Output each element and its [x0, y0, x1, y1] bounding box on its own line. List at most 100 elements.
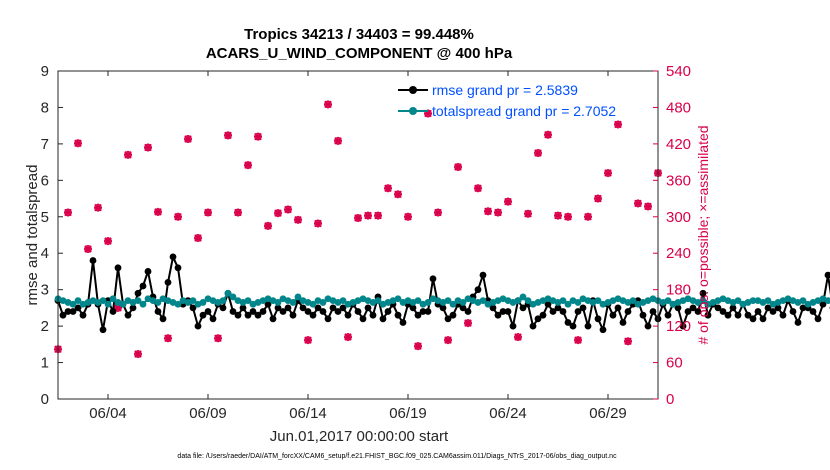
rmse-point: [329, 304, 337, 312]
y-right-tick-label: 180: [666, 282, 691, 299]
rmse-point: [479, 271, 487, 279]
rmse-point: [714, 304, 722, 312]
totalspread-point: [824, 297, 830, 304]
rmse-point: [809, 308, 817, 315]
rmse-point: [269, 315, 277, 323]
rmse-point: [319, 308, 327, 315]
rmse-point: [74, 304, 82, 312]
rmse-point: [99, 326, 107, 334]
rmse-point: [239, 304, 247, 312]
totalspread-point: [109, 295, 117, 303]
rmse-point: [689, 304, 697, 312]
obs-assimilated-point: [494, 208, 502, 217]
rmse-point: [749, 315, 757, 323]
totalspread-point: [374, 297, 382, 304]
legend: rmse grand pr = 2.5839 totalspread grand…: [398, 82, 616, 119]
totalspread-point: [199, 299, 207, 306]
obs-assimilated-point: [84, 244, 92, 253]
y-axis-left-label: rmse and totalspread: [24, 165, 41, 306]
obs-assimilated-point: [464, 319, 472, 328]
obs-assimilated-point: [294, 215, 302, 224]
obs-assimilated-point: [214, 334, 222, 343]
rmse-point: [164, 278, 172, 286]
totalspread-point: [564, 300, 572, 308]
totalspread-point: [104, 300, 112, 308]
obs-assimilated-point: [624, 337, 632, 346]
rmse-point: [69, 308, 77, 315]
totalspread-point: [449, 300, 457, 308]
rmse-point: [724, 311, 732, 319]
y-left-tick-label: 1: [41, 355, 49, 372]
totalspread-point: [764, 297, 772, 304]
totalspread-point: [69, 300, 77, 308]
obs-assimilated-point: [274, 209, 282, 218]
x-axis: 06/04 06/09 06/14 06/19 06/24 06/29: [89, 71, 627, 422]
x-tick-label: 06/24: [489, 405, 527, 422]
rmse-point: [394, 311, 402, 319]
obs-assimilated-point: [544, 130, 552, 139]
totalspread-point: [749, 297, 757, 304]
totalspread-point: [524, 297, 532, 304]
rmse-point: [444, 315, 452, 323]
obs-assimilated-point: [584, 212, 592, 221]
rmse-point: [819, 300, 827, 308]
obs-assimilated-point: [514, 333, 522, 342]
y-right-tick-label: 0: [666, 391, 674, 408]
obs-assimilated-point: [614, 120, 622, 129]
y-left-tick-label: 7: [41, 136, 49, 153]
totalspread-point: [699, 297, 707, 304]
rmse-point: [129, 304, 137, 312]
rmse-point: [509, 322, 517, 330]
rmse-point: [744, 311, 752, 319]
rmse-point: [429, 275, 437, 283]
totalspread-point: [119, 300, 127, 308]
obs-assimilated-point: [224, 131, 232, 140]
obs-assimilated-point: [144, 143, 152, 152]
totalspread-point: [514, 297, 522, 304]
rmse-point: [569, 322, 577, 330]
totalspread-point: [574, 299, 582, 306]
rmse-point: [334, 308, 342, 315]
rmse-point: [114, 264, 122, 272]
y-left-tick-label: 5: [41, 209, 49, 226]
obs-assimilated-point: [304, 336, 312, 345]
rmse-point: [679, 322, 687, 330]
totalspread-point: [629, 297, 637, 304]
rmse-point: [439, 304, 447, 312]
obs-assimilated-point: [364, 211, 372, 220]
totalspread-point: [189, 297, 197, 304]
rmse-point: [754, 308, 762, 315]
obs-assimilated-point: [324, 100, 332, 109]
rmse-point: [299, 304, 307, 312]
rmse-point: [109, 308, 117, 315]
rmse-point: [344, 311, 352, 319]
rmse-point: [559, 308, 567, 315]
y-left-tick-label: 3: [41, 282, 49, 299]
y-left-tick-label: 9: [41, 63, 49, 80]
rmse-point: [584, 322, 592, 330]
rmse-point: [639, 311, 647, 319]
legend-totalspread-marker: [409, 107, 417, 115]
obs-assimilated-point: [164, 334, 172, 343]
totalspread-point: [319, 299, 327, 306]
rmse-point: [369, 311, 377, 319]
obs-assimilated-point: [444, 336, 452, 345]
rmse-point: [309, 311, 317, 319]
rmse-point: [594, 315, 602, 323]
rmse-point: [464, 308, 472, 315]
rmse-point: [384, 308, 392, 315]
rmse-point: [504, 308, 512, 315]
rmse-point: [244, 311, 252, 319]
obs-assimilated-point: [74, 139, 82, 148]
rmse-point: [684, 308, 692, 315]
obs-assimilated-point: [474, 184, 482, 193]
rmse-point: [494, 311, 502, 319]
rmse-point: [499, 308, 507, 315]
obs-assimilated-point: [594, 194, 602, 203]
totalspread-point: [664, 297, 672, 304]
totalspread-point: [799, 297, 807, 304]
obs-assimilated-point: [234, 208, 242, 217]
y-right-tick-label: 120: [666, 318, 691, 335]
obs-assimilated-point: [264, 221, 272, 230]
